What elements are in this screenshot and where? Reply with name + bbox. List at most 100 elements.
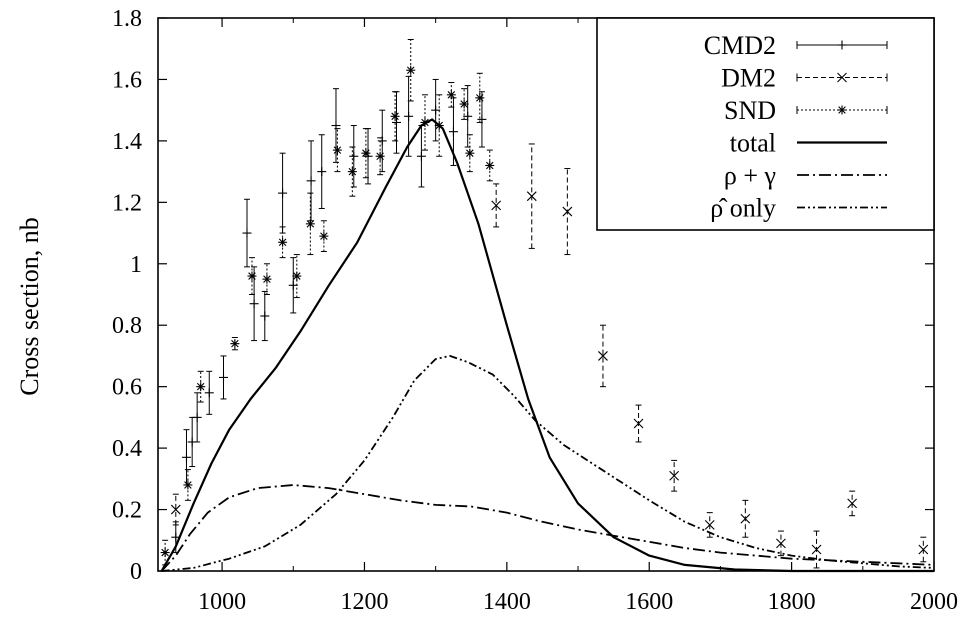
y-tick-label: 0.8 xyxy=(112,313,142,339)
marker-snd-d2 xyxy=(263,275,271,283)
point-cmd2 xyxy=(349,125,359,188)
marker-dm2-d2 xyxy=(740,513,751,524)
point-snd xyxy=(247,257,257,295)
point-cmd2 xyxy=(260,290,270,342)
legend-label-total: total xyxy=(730,129,776,158)
y-tick-label: 1.8 xyxy=(112,6,142,32)
marker-dm2-d2 xyxy=(847,498,858,509)
point-cmd2 xyxy=(192,392,202,443)
x-tick-label: 1000 xyxy=(198,589,246,615)
point-snd xyxy=(406,39,416,102)
marker-snd-d2 xyxy=(466,149,474,157)
y-tick-label: 1.2 xyxy=(112,190,142,216)
point-snd xyxy=(347,146,357,197)
point-dm2 xyxy=(170,493,181,526)
point-cmd2 xyxy=(306,140,316,222)
marker-snd-d2 xyxy=(348,167,357,176)
point-dm2 xyxy=(918,536,929,563)
marker-dm2-d2 xyxy=(669,470,680,481)
series-cmd2 xyxy=(171,75,487,554)
point-snd xyxy=(459,88,469,120)
point-cmd2 xyxy=(377,109,387,173)
legend-label-dm2: DM2 xyxy=(721,64,776,93)
x-tick-label: 1800 xyxy=(768,589,816,615)
point-cmd2 xyxy=(363,128,373,185)
point-snd xyxy=(375,137,385,176)
marker-dm2-d2 xyxy=(918,544,929,555)
point-dm2 xyxy=(740,499,751,538)
legend-box xyxy=(596,17,935,231)
marker-snd-d2 xyxy=(391,112,399,121)
marker-snd-d2 xyxy=(306,220,315,228)
y-axis-title: Cross section, nb xyxy=(15,217,44,395)
point-snd xyxy=(183,469,193,501)
legend-label-only: ρ̂ only xyxy=(710,194,776,223)
legend-marker-dm2-d2 xyxy=(837,72,847,83)
marker-snd-d2 xyxy=(406,66,415,74)
point-snd xyxy=(230,337,240,351)
point-dm2 xyxy=(526,143,537,249)
x-tick-label: 1600 xyxy=(625,589,673,615)
y-tick-label: 1.4 xyxy=(112,129,142,155)
series-layer xyxy=(160,39,935,573)
point-cmd2 xyxy=(218,355,228,400)
marker-snd-d2 xyxy=(320,232,328,240)
point-snd xyxy=(319,220,329,252)
point-cmd2 xyxy=(416,125,426,188)
point-dm2 xyxy=(776,530,786,557)
marker-snd-d2 xyxy=(485,161,494,170)
point-snd xyxy=(196,370,206,403)
marker-snd-d2 xyxy=(278,238,287,247)
legend-label-snd: SND xyxy=(724,96,776,125)
point-dm2 xyxy=(491,183,502,228)
point-cmd2 xyxy=(181,429,191,486)
marker-snd-d2 xyxy=(293,272,301,280)
y-tick-label: 1 xyxy=(130,252,142,278)
point-snd xyxy=(305,192,315,256)
point-snd xyxy=(361,128,371,179)
point-snd xyxy=(446,82,456,108)
line-series xyxy=(160,484,935,572)
marker-snd-d2 xyxy=(161,548,169,557)
point-snd xyxy=(262,263,272,295)
point-dm2 xyxy=(811,530,822,569)
legend: CMD2 DM2 SND total ρ + γ ρ̂ only xyxy=(596,17,935,231)
series-total xyxy=(160,118,934,573)
marker-dm2-d2 xyxy=(633,418,644,429)
marker-snd-d2 xyxy=(184,481,192,489)
y-tick-label: 0.6 xyxy=(112,375,142,401)
point-cmd2 xyxy=(249,266,259,342)
point-snd xyxy=(465,134,475,173)
point-dm2 xyxy=(633,404,644,443)
point-cmd2 xyxy=(431,78,441,142)
point-cmd2 xyxy=(278,152,288,234)
marker-snd-d2 xyxy=(333,146,342,154)
point-snd xyxy=(390,91,400,142)
marker-snd-d2 xyxy=(460,100,468,108)
marker-snd-d2 xyxy=(362,149,370,157)
legend-marker-snd-d2 xyxy=(838,106,846,114)
point-cmd2 xyxy=(288,257,298,314)
series-only xyxy=(161,354,935,572)
marker-dm2-d2 xyxy=(170,504,181,515)
legend-label-series: ρ + γ xyxy=(724,161,776,190)
marker-dm2-d2 xyxy=(704,520,715,530)
point-dm2 xyxy=(562,168,573,256)
point-dm2 xyxy=(669,459,680,492)
point-cmd2 xyxy=(204,370,214,415)
marker-snd-d2 xyxy=(447,91,456,99)
y-tick-label: 1.6 xyxy=(112,67,142,93)
marker-snd-d2 xyxy=(231,339,239,348)
marker-snd-d2 xyxy=(476,94,484,102)
series-dm2 xyxy=(170,143,929,569)
marker-dm2-d2 xyxy=(598,351,608,361)
point-dm2 xyxy=(847,490,858,517)
y-tick-label: 0.2 xyxy=(112,498,142,524)
line-total xyxy=(160,118,934,573)
marker-dm2-d2 xyxy=(526,191,537,202)
marker-dm2-d2 xyxy=(776,538,786,549)
marker-dm2-d2 xyxy=(811,544,822,555)
marker-dm2-d2 xyxy=(491,200,502,211)
point-snd xyxy=(475,72,485,123)
